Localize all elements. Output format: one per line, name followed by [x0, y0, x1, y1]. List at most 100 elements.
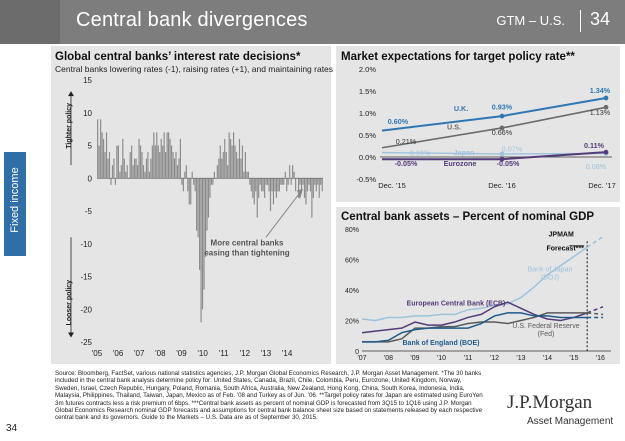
bar	[222, 152, 224, 179]
y-tick-label: 0.5%	[359, 131, 376, 140]
bar	[135, 158, 137, 179]
bar	[162, 145, 164, 179]
bar	[178, 158, 180, 179]
bar	[175, 152, 177, 179]
bar	[200, 178, 202, 323]
y-tick-label: -5	[85, 207, 93, 216]
bar	[126, 165, 128, 179]
data-point	[603, 149, 609, 155]
x-tick-label: '12	[490, 355, 499, 362]
y-tick-label: -15	[80, 273, 92, 282]
bar	[224, 138, 226, 179]
bar	[166, 132, 168, 179]
bar	[103, 138, 105, 179]
bar	[97, 119, 99, 179]
bar	[182, 178, 184, 192]
series-name-label: Japan	[454, 148, 475, 157]
left-chart-subtitle: Central banks lowering rates (-1), raisi…	[55, 64, 346, 74]
bar	[234, 145, 236, 179]
bar	[235, 152, 238, 179]
bar	[108, 152, 111, 179]
x-tick-label: '09	[410, 355, 419, 362]
x-tick-label: '14	[543, 355, 552, 362]
x-tick-label: '08	[155, 349, 166, 358]
bar	[241, 145, 244, 179]
bar	[281, 178, 283, 185]
series-name-label: European Central Bank (ECB)	[407, 300, 506, 307]
bar	[104, 152, 106, 179]
bar	[287, 178, 289, 185]
bar	[157, 145, 159, 179]
bar	[194, 178, 196, 192]
logo-block	[0, 0, 60, 44]
bar	[218, 158, 220, 179]
forecast-label: Forecast***	[546, 245, 584, 252]
bar	[105, 132, 108, 179]
bar	[191, 171, 193, 179]
bar	[204, 178, 207, 257]
bar	[110, 178, 112, 185]
bar	[154, 145, 156, 179]
section-tab-label: Fixed income	[9, 167, 21, 233]
forecast-label: JPMAM	[549, 232, 574, 239]
bar	[206, 178, 208, 231]
bar	[111, 165, 114, 179]
bar	[132, 165, 134, 179]
bar	[131, 145, 133, 179]
bar	[274, 178, 276, 192]
x-tick-label: '10	[197, 349, 208, 358]
data-label: -0.05%	[497, 159, 520, 168]
bar	[169, 138, 171, 179]
x-tick-label: '09	[176, 349, 187, 358]
bar	[289, 165, 291, 179]
bar	[269, 178, 272, 211]
bar	[123, 158, 125, 179]
bar	[184, 171, 186, 179]
bar	[295, 178, 297, 192]
bar	[136, 165, 139, 179]
bar	[196, 178, 198, 231]
bar	[303, 178, 306, 198]
series-name-label: Eurozone	[444, 159, 477, 168]
bar	[249, 178, 251, 185]
bar	[221, 158, 223, 179]
x-tick-label: '08	[384, 355, 393, 362]
y-tick-label: 1.0%	[359, 109, 376, 118]
bar	[268, 178, 270, 192]
series-name-label: Bank of England (BOE)	[403, 340, 480, 347]
bar	[113, 158, 115, 179]
x-tick-label: '06	[113, 349, 124, 358]
x-tick-label: Dec. ’15	[378, 181, 406, 190]
bar	[225, 152, 227, 179]
y-tick-label: 60%	[345, 258, 359, 265]
bar	[243, 171, 245, 179]
y-tick-label: 5	[88, 142, 93, 151]
bar	[212, 178, 214, 185]
series-name-label: U.S. Federal Reserve (Fed)	[512, 323, 579, 338]
bar	[213, 171, 215, 179]
y-tick-label: 40%	[345, 288, 359, 295]
bar	[179, 138, 181, 179]
section-tab: Fixed income	[4, 152, 26, 256]
bar	[280, 178, 282, 185]
x-tick-label: '15	[569, 355, 578, 362]
bar	[114, 178, 117, 185]
bar	[151, 145, 153, 179]
bar	[116, 145, 118, 179]
bar	[190, 178, 192, 205]
tighter-policy-label: Tighter policy	[66, 103, 73, 149]
bar	[261, 178, 263, 192]
data-label: 1.13%	[590, 108, 611, 117]
bar	[308, 178, 310, 185]
y-tick-label: 10	[83, 109, 92, 118]
data-label: 0.08%	[586, 162, 607, 171]
bar	[312, 178, 314, 198]
bar	[170, 145, 173, 179]
bar	[262, 178, 264, 192]
bar	[197, 178, 199, 238]
bar	[142, 165, 145, 179]
series-name-label: U.K.	[454, 104, 468, 113]
bar	[259, 178, 261, 185]
bar	[299, 178, 301, 185]
series-line	[362, 312, 588, 343]
